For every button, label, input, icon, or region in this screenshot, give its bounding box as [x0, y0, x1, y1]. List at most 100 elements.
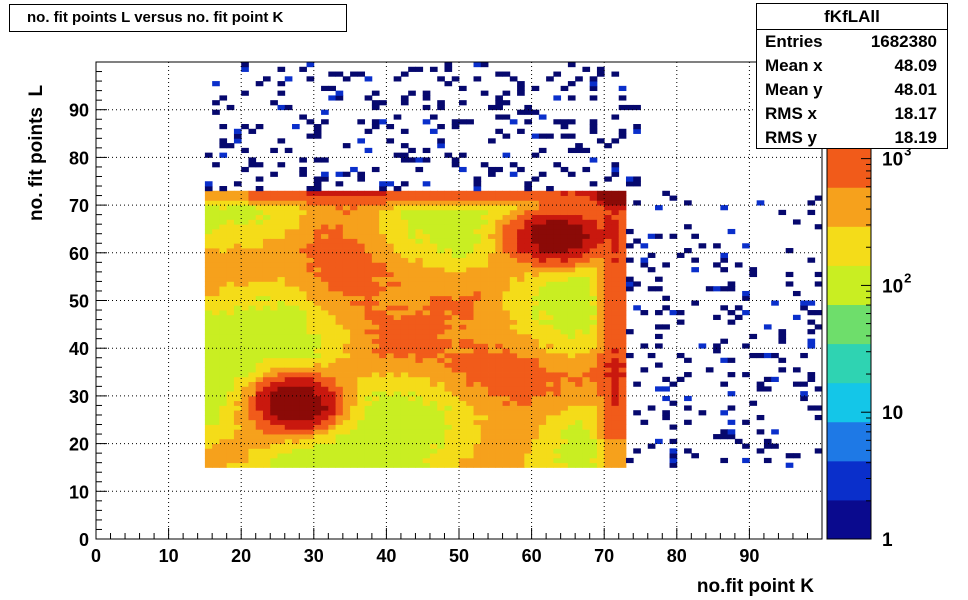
- heatmap-cell-sparse: [313, 128, 322, 134]
- heatmap-cell: [415, 338, 424, 344]
- heatmap-cell: [429, 200, 438, 206]
- heatmap-cell: [480, 305, 489, 311]
- heatmap-cell: [241, 300, 249, 306]
- heatmap-cell: [488, 286, 496, 292]
- heatmap-cell: [589, 238, 598, 244]
- heatmap-cell: [270, 228, 278, 235]
- heatmap-cell: [473, 228, 482, 235]
- heatmap-cell: [422, 248, 431, 254]
- heatmap-cell: [277, 352, 286, 359]
- heatmap-cell: [204, 343, 213, 349]
- heatmap-cell: [321, 190, 329, 196]
- heatmap-cell: [531, 310, 540, 316]
- heatmap-cell: [299, 343, 307, 349]
- heatmap-cell: [480, 233, 489, 239]
- heatmap-cell: [321, 290, 329, 297]
- heatmap-cell: [335, 362, 344, 368]
- heatmap-cell: [437, 367, 445, 373]
- heatmap-cell: [538, 462, 547, 468]
- heatmap-cell-sparse: [444, 62, 453, 68]
- heatmap-cell: [575, 314, 583, 320]
- heatmap-cell: [517, 419, 525, 425]
- heatmap-cell: [415, 386, 424, 392]
- heatmap-cell: [422, 386, 431, 392]
- heatmap-cell: [459, 195, 467, 201]
- heatmap-cell: [400, 410, 409, 416]
- heatmap-cell: [321, 200, 329, 206]
- heatmap-cell: [451, 434, 460, 440]
- heatmap-cell: [342, 314, 351, 320]
- heatmap-cell: [408, 457, 416, 464]
- heatmap-cell: [408, 419, 416, 425]
- heatmap-cell: [350, 195, 358, 201]
- heatmap-cell: [422, 443, 431, 449]
- heatmap-cell: [219, 267, 228, 273]
- heatmap-cell: [357, 224, 366, 230]
- heatmap-cell: [596, 348, 605, 354]
- heatmap-cell: [335, 343, 344, 349]
- heatmap-cell: [408, 376, 416, 382]
- heatmap-cell: [531, 438, 540, 444]
- heatmap-cell: [386, 295, 395, 301]
- heatmap-cell: [379, 295, 387, 301]
- heatmap-cell: [342, 281, 351, 287]
- heatmap-cell: [321, 257, 329, 263]
- heatmap-cell: [306, 372, 315, 378]
- heatmap-cell-sparse: [720, 338, 729, 344]
- heatmap-cell: [328, 329, 336, 335]
- heatmap-cell: [567, 200, 576, 206]
- heatmap-cell: [212, 381, 220, 387]
- heatmap-cell: [604, 391, 612, 397]
- heatmap-cell: [204, 395, 213, 402]
- plot-title: no. fit points L versus no. fit point K: [9, 4, 347, 32]
- heatmap-cell: [495, 300, 503, 306]
- heatmap-cell: [371, 453, 380, 459]
- heatmap-cell: [495, 286, 503, 292]
- heatmap-cell: [299, 333, 307, 340]
- heatmap-cell: [546, 276, 554, 282]
- heatmap-cell: [451, 381, 460, 387]
- heatmap-cell-sparse: [553, 119, 562, 125]
- heatmap-cell: [531, 357, 540, 363]
- heatmap-cell: [386, 443, 395, 449]
- heatmap-cell-sparse: [763, 386, 772, 392]
- heatmap-cell: [451, 209, 460, 216]
- heatmap-cell: [313, 410, 322, 416]
- heatmap-cell: [219, 214, 228, 220]
- heatmap-cell: [342, 357, 351, 363]
- heatmap-cell: [255, 224, 264, 230]
- heatmap-cell: [611, 429, 620, 435]
- heatmap-cell: [567, 395, 576, 402]
- heatmap-cell: [422, 257, 431, 263]
- heatmap-cell: [255, 271, 264, 278]
- heatmap-cell: [422, 329, 431, 335]
- heatmap-cell: [466, 362, 474, 368]
- heatmap-cell: [262, 267, 271, 273]
- heatmap-cell: [350, 200, 358, 206]
- heatmap-cell: [473, 209, 482, 216]
- heatmap-cell: [262, 462, 271, 468]
- heatmap-cell: [538, 381, 547, 387]
- heatmap-cell: [371, 400, 380, 406]
- heatmap-cell: [393, 257, 402, 263]
- heatmap-cell: [488, 200, 496, 206]
- heatmap-cell: [422, 434, 431, 440]
- heatmap-cell: [604, 314, 612, 320]
- heatmap-cell: [618, 348, 627, 354]
- heatmap-cell-sparse: [655, 386, 663, 392]
- heatmap-cell: [589, 205, 598, 211]
- heatmap-cell: [611, 319, 620, 325]
- heatmap-cell: [546, 271, 554, 278]
- heatmap-cell-sparse: [633, 305, 641, 311]
- heatmap-cell: [342, 324, 351, 330]
- heatmap-cell: [306, 243, 315, 249]
- heatmap-cell: [509, 405, 518, 411]
- heatmap-cell-sparse: [473, 181, 482, 187]
- heatmap-cell: [277, 376, 286, 382]
- heatmap-cell: [524, 414, 532, 421]
- heatmap-cell-sparse: [495, 100, 503, 106]
- heatmap-cell: [270, 400, 278, 406]
- heatmap-cell: [277, 395, 286, 402]
- heatmap-cell: [233, 319, 242, 325]
- heatmap-cell: [226, 372, 235, 378]
